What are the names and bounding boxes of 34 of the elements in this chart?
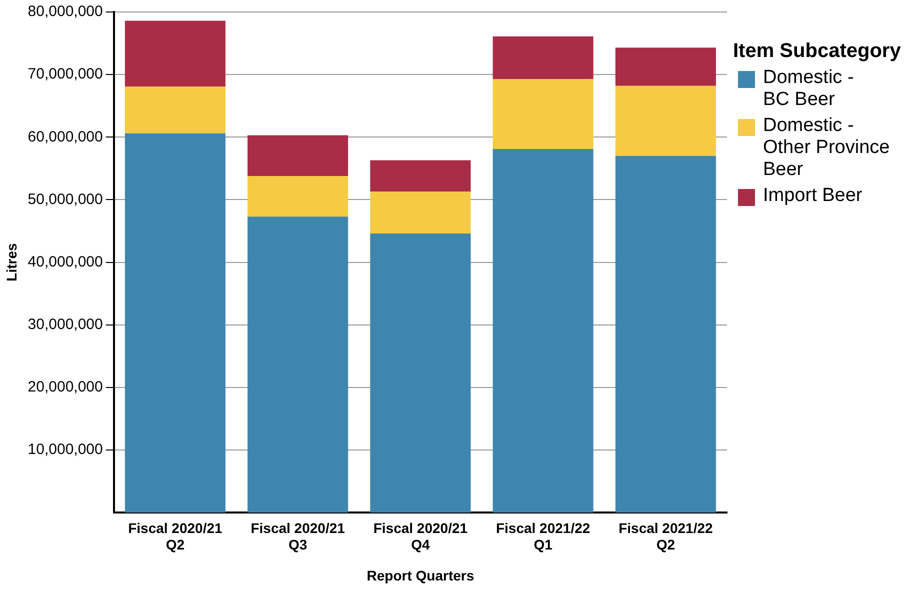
y-tick-label: 40,000,000 (28, 253, 103, 270)
bar (124, 20, 226, 86)
y-tick-label: 80,000,000 (28, 3, 103, 20)
y-tick-label: 30,000,000 (28, 316, 103, 334)
bar (248, 216, 348, 513)
legend-title: Item Subcategory (733, 40, 902, 63)
y-tick-label: 10,000,000 (28, 441, 103, 458)
x-tick-label: Fiscal 2020/21 Q2 (128, 520, 222, 553)
y-tick-label: 20,000,000 (28, 378, 103, 396)
x-axis-title: Report Quarters (366, 567, 474, 584)
bar (124, 86, 226, 134)
bar (370, 234, 471, 513)
y-tick-label: 50,000,000 (28, 190, 103, 208)
bar (492, 149, 594, 513)
x-tick-label: Fiscal 2020/21 Q3 (250, 520, 346, 553)
x-tick-label: Fiscal 2021/22 Q1 (496, 520, 590, 553)
x-tick-label: Fiscal 2020/21 Q4 (373, 520, 468, 553)
bar (370, 192, 471, 234)
y-axis-title: Litres (3, 243, 20, 282)
x-tick-label: Fiscal 2021/22 Q2 (618, 520, 713, 553)
bar (492, 36, 594, 79)
bar (615, 156, 716, 513)
bar (492, 78, 594, 150)
legend-label: Domestic - BC Beer (763, 67, 855, 111)
legend-label: Import Beer (763, 185, 864, 207)
y-tick-label: 60,000,000 (28, 128, 103, 146)
bar (370, 160, 471, 192)
bar (615, 48, 716, 86)
bar (615, 86, 716, 156)
legend-label: Domestic - Other Province Beer (763, 115, 891, 181)
bar (124, 133, 226, 513)
y-tick-label: 70,000,000 (28, 66, 103, 83)
bar (248, 176, 348, 217)
bar (248, 135, 348, 176)
